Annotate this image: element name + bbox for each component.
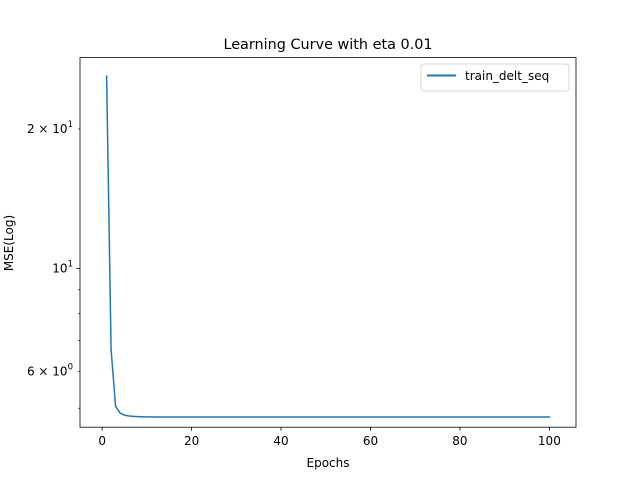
x-tick-label: 60: [363, 434, 378, 448]
y-tick-label: 101: [52, 260, 73, 276]
y-axis-label: MSE(Log): [2, 215, 16, 271]
y-tick-base: 10: [52, 364, 67, 378]
y-tick-exp: 0: [68, 362, 73, 372]
series-line-0: [105, 75, 551, 418]
x-axis-label: Epochs: [307, 456, 350, 470]
x-tick-label: 20: [184, 434, 199, 448]
series-layer: [105, 75, 551, 418]
x-axis-ticks: 0 20 40 60 80 100: [98, 427, 561, 448]
y-tick-base: 10: [52, 262, 67, 276]
y-tick-label: 6 × 100: [27, 362, 73, 378]
y-tick-coef: 6 ×: [27, 364, 52, 378]
legend: train_delt_seq: [420, 63, 570, 92]
chart-title: Learning Curve with eta 0.01: [223, 37, 432, 53]
x-tick-label: 0: [98, 434, 106, 448]
legend-label: train_delt_seq: [465, 69, 549, 83]
legend-box: [420, 63, 570, 92]
y-tick-label: 2 × 101: [27, 120, 73, 136]
y-tick-base: 10: [52, 122, 67, 136]
plot-area: [79, 57, 577, 428]
x-tick-label: 80: [452, 434, 467, 448]
y-tick-exp: 1: [68, 260, 73, 270]
x-tick-label: 100: [538, 434, 561, 448]
y-tick-coef: 2 ×: [27, 122, 52, 136]
y-tick-exp: 1: [68, 120, 73, 130]
x-tick-label: 40: [273, 434, 288, 448]
